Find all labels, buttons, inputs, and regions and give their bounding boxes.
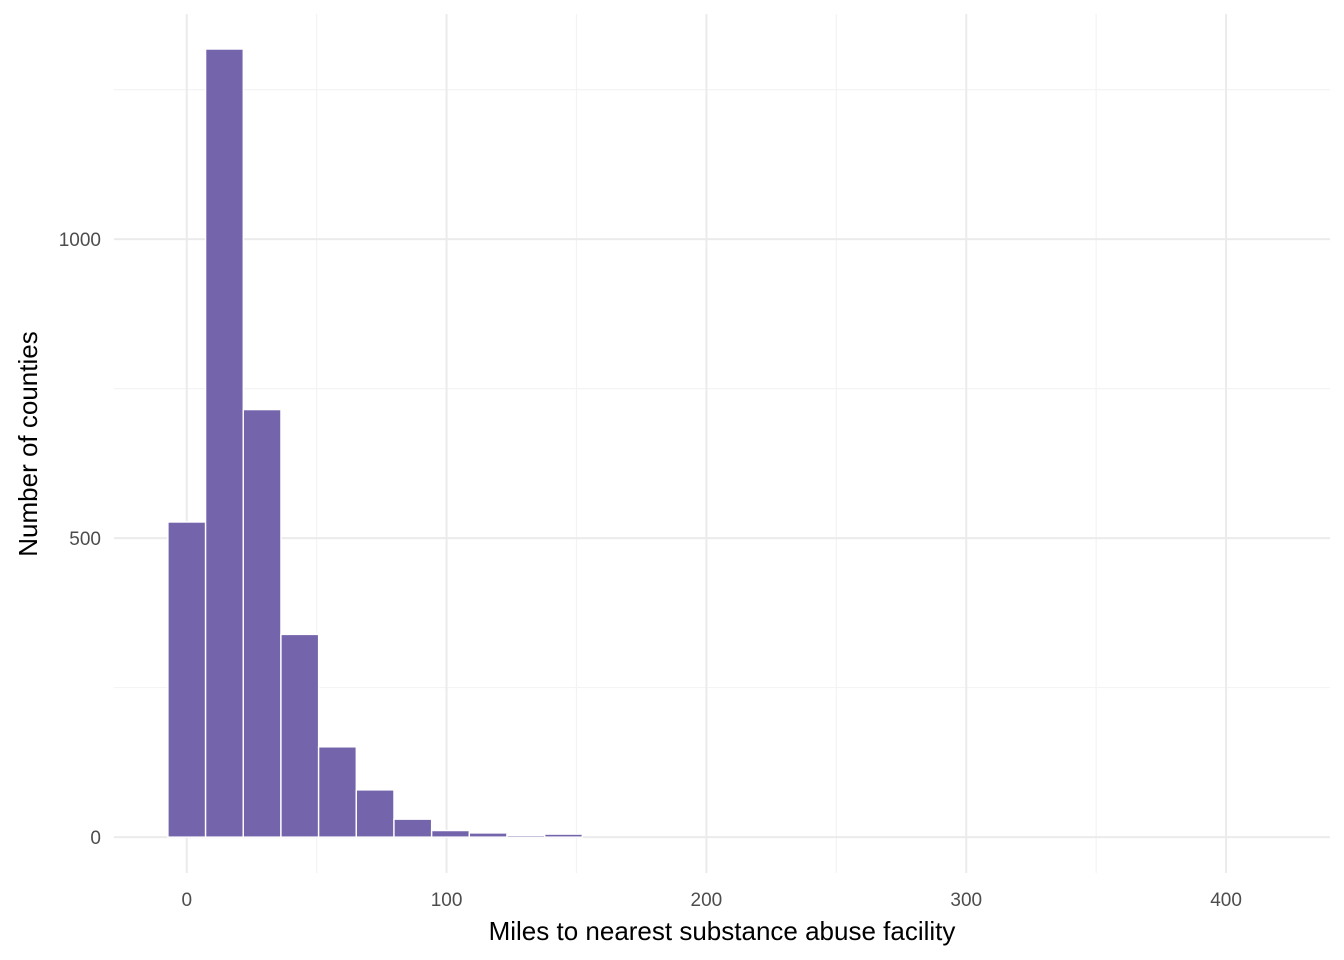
x-tick-label: 0 <box>181 890 192 911</box>
histogram-bar: 7 <box>468 832 508 838</box>
x-tick-label: 300 <box>950 890 982 911</box>
histogram-bar: 715 <box>242 408 282 838</box>
x-tick-label: 100 <box>431 890 463 911</box>
histogram-bar: 5 <box>543 833 584 838</box>
histogram-bar: 79 <box>355 789 395 838</box>
y-axis-tick-labels: 0 500 1000 <box>59 230 101 849</box>
histogram-bars: 5271318715339151793011735000000000000000… <box>167 48 584 838</box>
y-axis-title: Number of counties <box>13 331 43 556</box>
histogram-bar: 11 <box>430 829 471 838</box>
y-tick-label: 0 <box>90 828 101 849</box>
x-axis-tick-labels: 0 100 200 300 400 <box>181 890 1241 911</box>
histogram-bar: 30 <box>393 818 433 838</box>
histogram-bar: 3 <box>506 834 546 838</box>
histogram-bar: 339 <box>280 633 320 838</box>
histogram-bar: 151 <box>317 746 357 838</box>
histogram-bar: 1318 <box>204 48 244 838</box>
x-tick-label: 400 <box>1210 890 1242 911</box>
x-axis-title: Miles to nearest substance abuse facilit… <box>489 916 956 946</box>
y-tick-label: 500 <box>69 529 101 550</box>
x-tick-label: 200 <box>691 890 723 911</box>
histogram-bar: 527 <box>167 521 207 838</box>
major-gridlines <box>114 14 1330 873</box>
y-tick-label: 1000 <box>59 230 101 251</box>
